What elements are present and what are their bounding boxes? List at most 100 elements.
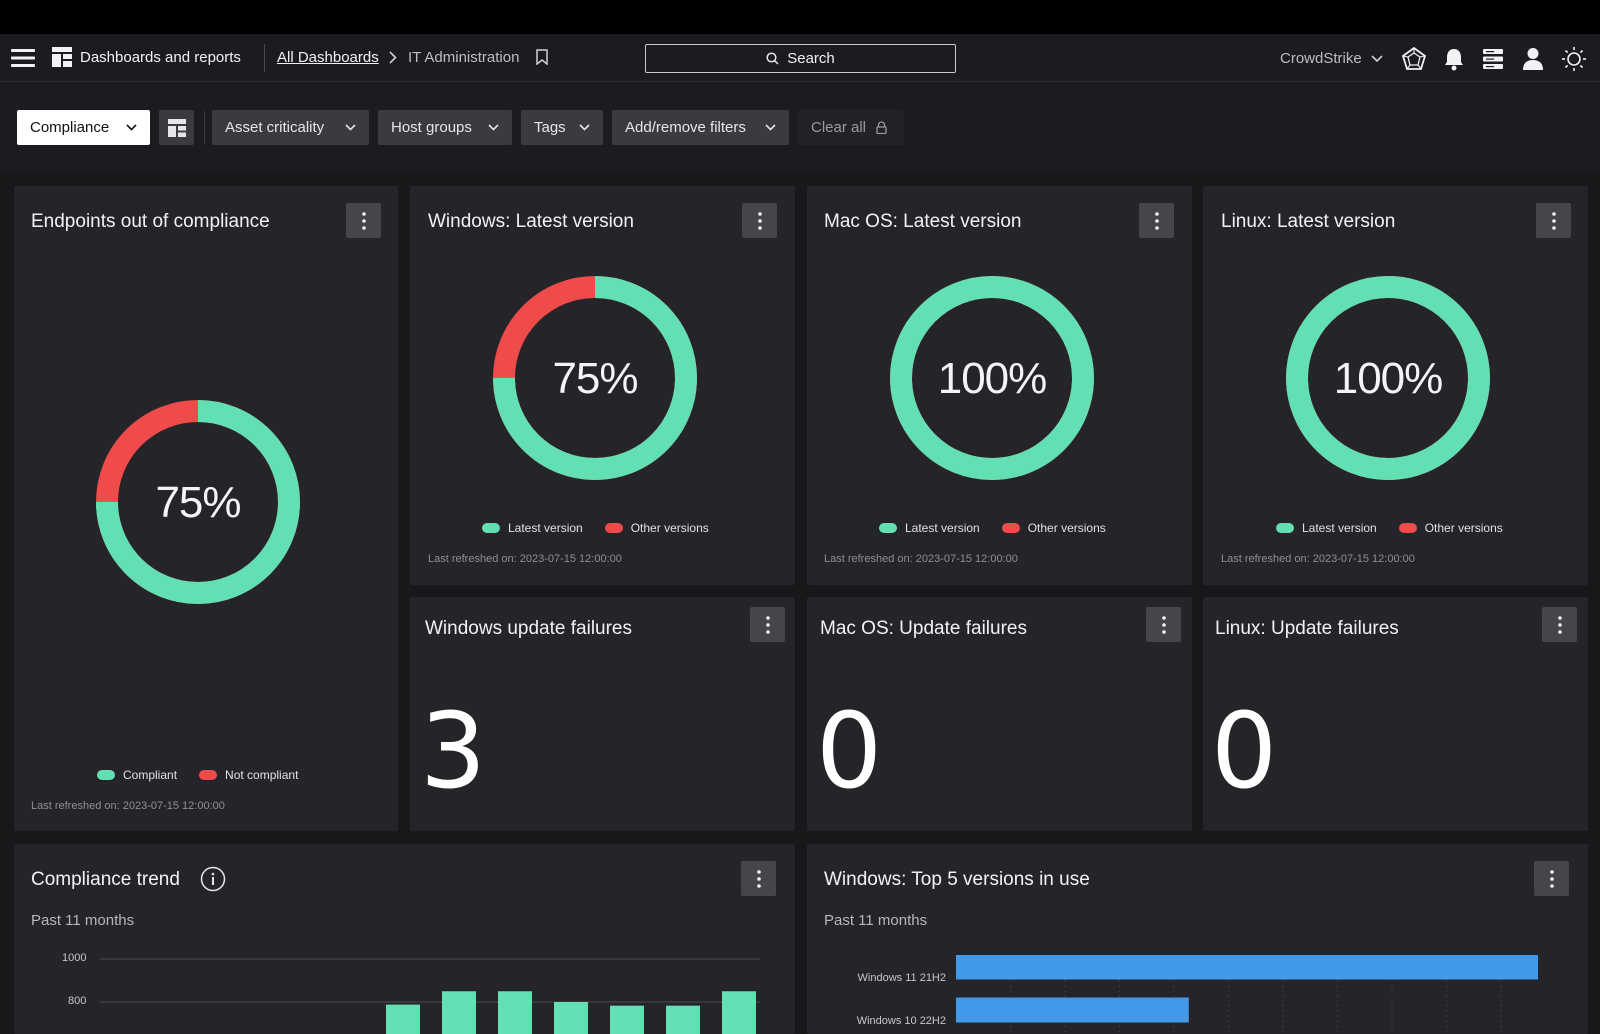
last-refreshed: Last refreshed on: 2023-07-15 12:00:00 bbox=[428, 553, 622, 565]
add-remove-filters-label: Add/remove filters bbox=[625, 119, 746, 136]
legend-swatch-not-compliant bbox=[199, 770, 218, 780]
breadcrumb-chevron-right-icon bbox=[389, 51, 397, 64]
dashboard-grid-icon bbox=[52, 47, 72, 67]
trend-bar[interactable] bbox=[666, 1005, 700, 1034]
top5-versions-card bbox=[807, 844, 1588, 1034]
theme-sun-icon[interactable] bbox=[1561, 46, 1587, 72]
legend-label-latest: Latest version bbox=[905, 521, 980, 535]
legend-label-not-compliant: Not compliant bbox=[225, 768, 299, 782]
legend-swatch-other bbox=[1001, 523, 1020, 533]
tags-label: Tags bbox=[534, 119, 566, 136]
layout-toggle-button[interactable] bbox=[159, 110, 194, 145]
breadcrumb-current: IT Administration bbox=[408, 49, 520, 66]
hamburger-menu-icon[interactable] bbox=[11, 48, 35, 68]
top5-versions-chart bbox=[956, 955, 1538, 1034]
kebab-menu-icon bbox=[1161, 615, 1166, 634]
compliance-trend-chart bbox=[100, 958, 760, 1034]
host-groups-label: Host groups bbox=[391, 119, 472, 136]
last-refreshed: Last refreshed on: 2023-07-15 12:00:00 bbox=[1221, 553, 1415, 565]
tenant-name: CrowdStrike bbox=[1280, 50, 1362, 67]
legend-swatch-latest bbox=[879, 523, 897, 533]
trend-bar[interactable] bbox=[610, 1005, 644, 1034]
endpoints-compliance-card bbox=[14, 186, 398, 831]
notifications-bell-icon[interactable] bbox=[1443, 47, 1465, 71]
add-remove-filters-button[interactable]: Add/remove filters bbox=[612, 110, 789, 145]
donut-center-value: 100% bbox=[937, 354, 1048, 403]
legend-swatch-latest bbox=[482, 523, 500, 533]
card-menu-button[interactable] bbox=[750, 607, 785, 642]
y-tick-label: 800 bbox=[68, 995, 87, 1007]
donut-center-value: 75% bbox=[552, 354, 638, 403]
card-title: Linux: Latest version bbox=[1221, 211, 1396, 232]
donut-latest-arc bbox=[493, 276, 697, 480]
card-menu-button[interactable] bbox=[1146, 607, 1181, 642]
falcon-logo-icon[interactable] bbox=[1401, 46, 1427, 72]
legend-label-latest: Latest version bbox=[508, 521, 583, 535]
legend-swatch-latest bbox=[1276, 523, 1294, 533]
legend-swatch-other bbox=[1398, 523, 1417, 533]
card-subtitle: Past 11 months bbox=[31, 912, 135, 929]
dashboard-select[interactable]: Compliance bbox=[17, 110, 150, 145]
donut-latest-arc bbox=[890, 276, 1094, 480]
asset-criticality-filter[interactable]: Asset criticality bbox=[212, 110, 369, 145]
nav-divider bbox=[264, 44, 265, 72]
donut-center-value: 75% bbox=[155, 478, 241, 527]
chevron-down-icon bbox=[488, 124, 499, 131]
chevron-down-icon bbox=[126, 124, 137, 131]
card-title: Windows update failures bbox=[425, 618, 632, 639]
card-menu-button[interactable] bbox=[742, 203, 777, 238]
linux-failures-card bbox=[1203, 597, 1588, 831]
card-menu-button[interactable] bbox=[1139, 203, 1174, 238]
trend-bar[interactable] bbox=[554, 1002, 588, 1034]
windows-failures-card bbox=[410, 597, 795, 831]
chart-legend: Latest version Other versions bbox=[482, 521, 709, 535]
chart-legend: Latest version Other versions bbox=[879, 521, 1106, 535]
card-menu-button[interactable] bbox=[346, 203, 381, 238]
breadcrumb-all-dashboards[interactable]: All Dashboards bbox=[277, 49, 379, 66]
user-profile-icon[interactable] bbox=[1522, 47, 1544, 71]
card-title: Mac OS: Latest version bbox=[824, 211, 1022, 232]
kebab-menu-icon bbox=[1549, 869, 1554, 888]
card-title: Windows: Latest version bbox=[428, 211, 634, 232]
legend-label-latest: Latest version bbox=[1302, 521, 1377, 535]
mac-latest-donut-chart bbox=[890, 276, 1094, 480]
linux-latest-card bbox=[1203, 186, 1588, 585]
bookmark-icon[interactable] bbox=[536, 49, 548, 65]
card-title: Linux: Update failures bbox=[1215, 618, 1399, 639]
failure-count: 3 bbox=[420, 690, 487, 812]
layout-grid-icon bbox=[167, 118, 186, 137]
kebab-menu-icon bbox=[1551, 211, 1556, 230]
host-groups-filter[interactable]: Host groups bbox=[378, 110, 512, 145]
card-menu-button[interactable] bbox=[1542, 607, 1577, 642]
card-menu-button[interactable] bbox=[1534, 861, 1569, 896]
card-menu-button[interactable] bbox=[741, 861, 776, 896]
os-top-bar bbox=[0, 0, 1600, 34]
messages-stack-icon[interactable] bbox=[1482, 48, 1504, 70]
donut-center-value: 100% bbox=[1333, 354, 1444, 403]
trend-bar[interactable] bbox=[442, 991, 476, 1034]
trend-bar[interactable] bbox=[722, 991, 756, 1034]
legend-label-other: Other versions bbox=[1424, 521, 1503, 535]
top-navbar bbox=[0, 34, 1600, 82]
tags-filter[interactable]: Tags bbox=[521, 110, 603, 145]
card-menu-button[interactable] bbox=[1536, 203, 1571, 238]
lock-icon bbox=[876, 121, 887, 134]
version-bar[interactable] bbox=[956, 997, 1189, 1023]
kebab-menu-icon bbox=[1557, 615, 1562, 634]
kebab-menu-icon bbox=[757, 211, 762, 230]
kebab-menu-icon bbox=[361, 211, 366, 230]
tenant-selector[interactable]: CrowdStrike bbox=[1280, 50, 1383, 67]
version-bar[interactable] bbox=[956, 955, 1538, 980]
clear-all-button[interactable]: Clear all bbox=[798, 110, 904, 145]
filter-divider bbox=[204, 111, 205, 144]
info-icon[interactable] bbox=[200, 866, 226, 892]
trend-bar[interactable] bbox=[498, 991, 532, 1034]
dashboard-select-label: Compliance bbox=[30, 119, 110, 136]
trend-bar[interactable] bbox=[386, 1004, 420, 1034]
search-input[interactable]: Search bbox=[645, 44, 956, 73]
donut-compliant-arc bbox=[96, 400, 300, 604]
windows-latest-card bbox=[410, 186, 795, 585]
version-category-label: Windows 10 22H2 bbox=[856, 1015, 946, 1027]
chevron-down-icon bbox=[579, 124, 590, 131]
endpoints-donut-chart bbox=[96, 400, 300, 604]
